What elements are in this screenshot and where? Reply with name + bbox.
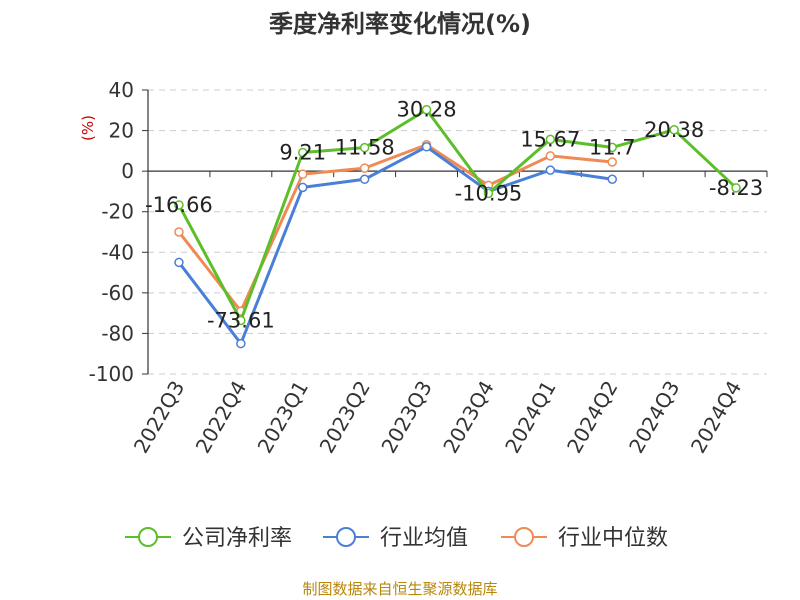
x-tick-label: 2024Q1 — [500, 377, 560, 458]
y-tick-label: -80 — [101, 321, 134, 345]
source-note: 制图数据来自恒生聚源数据库 — [302, 580, 497, 598]
x-tick-label: 2024Q3 — [624, 377, 684, 458]
data-point[interactable] — [359, 142, 370, 153]
x-tick-label: 2023Q4 — [438, 377, 498, 458]
data-point[interactable] — [174, 200, 184, 210]
data-point[interactable] — [483, 188, 494, 199]
y-tick-label: 20 — [109, 119, 134, 143]
y-tick-label: -40 — [101, 240, 134, 264]
data-point[interactable] — [298, 182, 308, 193]
y-tick-label: -100 — [89, 362, 134, 386]
y-tick-label: -60 — [101, 281, 134, 305]
series-layer — [174, 104, 741, 349]
chart-title: 季度净利率变化情况(%) — [269, 10, 531, 38]
x-tick-label: 2024Q4 — [686, 377, 746, 458]
x-tick-label: 2022Q4 — [191, 377, 251, 458]
y-tick-label: 40 — [109, 78, 134, 102]
data-point[interactable] — [545, 151, 556, 161]
x-tick-label: 2023Q1 — [253, 377, 313, 458]
data-point[interactable] — [359, 174, 370, 185]
legend-marker — [138, 527, 158, 547]
data-label: -73.61 — [207, 308, 275, 332]
data-point[interactable] — [669, 125, 679, 135]
x-tick-label: 2023Q2 — [315, 377, 375, 458]
data-point[interactable] — [421, 142, 432, 152]
data-label: -10.95 — [455, 181, 523, 205]
data-point[interactable] — [174, 227, 184, 237]
data-point[interactable] — [298, 169, 308, 179]
data-point[interactable] — [607, 142, 617, 153]
legend-label[interactable]: 行业均值 — [380, 526, 468, 551]
data-point[interactable] — [545, 134, 556, 145]
legend-label[interactable]: 行业中位数 — [558, 526, 668, 551]
y-axis: 40 20 0 -20 -40 -60 -80 -100 — [89, 78, 149, 386]
x-tick-label: 2022Q3 — [129, 377, 189, 458]
data-label: 15.67 — [520, 127, 580, 151]
data-point[interactable] — [421, 104, 432, 115]
data-point[interactable] — [298, 147, 308, 158]
series-line — [177, 108, 738, 322]
data-label: -16.66 — [145, 193, 213, 217]
grid-lines — [148, 89, 767, 375]
x-tick-label: 2024Q2 — [562, 377, 622, 458]
y-tick-label: 0 — [121, 159, 134, 183]
data-label: 9.21 — [279, 140, 326, 164]
data-label: 11.58 — [335, 136, 395, 160]
data-point[interactable] — [359, 163, 370, 173]
data-point[interactable] — [607, 174, 617, 185]
data-label: 30.28 — [396, 98, 456, 122]
data-point[interactable] — [236, 315, 246, 326]
data-label: 20.38 — [644, 118, 704, 142]
data-point[interactable] — [607, 157, 617, 167]
data-point[interactable] — [545, 165, 556, 175]
data-point[interactable] — [236, 338, 246, 349]
y-axis-unit: (%) — [79, 115, 97, 141]
legend-marker — [336, 527, 356, 547]
data-point[interactable] — [731, 183, 741, 193]
legend-marker — [514, 527, 534, 547]
data-label: -8.23 — [709, 176, 763, 200]
y-tick-label: -20 — [101, 200, 134, 224]
data-point[interactable] — [174, 257, 184, 268]
series-line — [177, 145, 613, 346]
legend-label[interactable]: 公司净利率 — [182, 526, 292, 551]
x-tick-label: 2023Q3 — [376, 377, 436, 458]
legend[interactable]: 公司净利率 行业均值 行业中位数 — [125, 526, 668, 551]
data-label: 11.7 — [589, 135, 636, 159]
